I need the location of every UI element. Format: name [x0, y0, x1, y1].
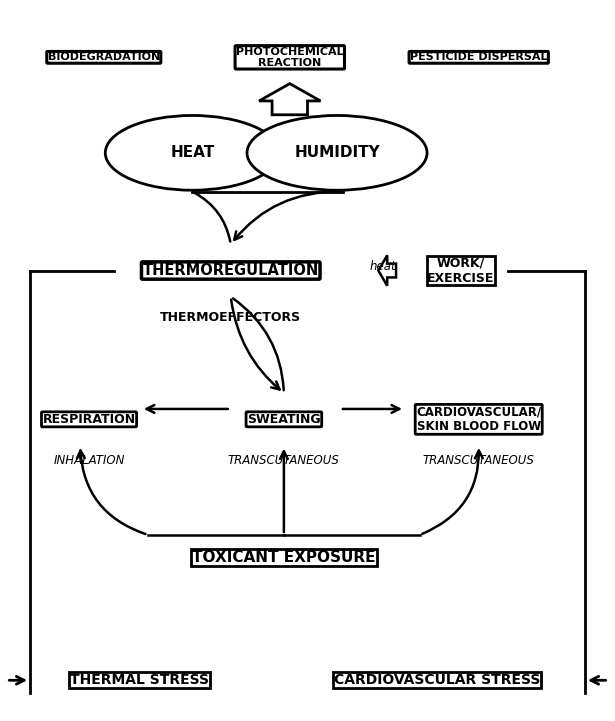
Text: HUMIDITY: HUMIDITY	[294, 146, 380, 160]
FancyArrowPatch shape	[233, 298, 284, 390]
Text: THERMOREGULATION: THERMOREGULATION	[143, 263, 319, 278]
FancyArrowPatch shape	[423, 451, 483, 534]
Polygon shape	[259, 84, 320, 115]
FancyArrowPatch shape	[77, 451, 146, 534]
Text: TOXICANT EXPOSURE: TOXICANT EXPOSURE	[192, 550, 376, 565]
Text: TRANSCUTANEOUS: TRANSCUTANEOUS	[228, 454, 340, 467]
FancyArrowPatch shape	[195, 193, 230, 242]
FancyArrowPatch shape	[231, 299, 280, 389]
Text: THERMOEFFECTORS: THERMOEFFECTORS	[160, 311, 301, 324]
Text: PESTICIDE DISPERSAL: PESTICIDE DISPERSAL	[410, 53, 547, 62]
Text: RESPIRATION: RESPIRATION	[42, 413, 136, 426]
Text: PHOTOCHEMICAL
REACTION: PHOTOCHEMICAL REACTION	[236, 47, 344, 68]
Ellipse shape	[247, 115, 427, 190]
FancyArrowPatch shape	[343, 405, 399, 413]
Text: HEAT: HEAT	[170, 146, 215, 160]
Polygon shape	[378, 255, 396, 286]
Text: WORK/
EXERCISE: WORK/ EXERCISE	[427, 257, 494, 285]
Text: INHALATION: INHALATION	[54, 454, 125, 467]
FancyArrowPatch shape	[146, 405, 228, 413]
Text: SWEATING: SWEATING	[247, 413, 320, 426]
Text: BIODEGRADATION: BIODEGRADATION	[48, 53, 160, 62]
Text: CARDIOVASCULAR/
SKIN BLOOD FLOW: CARDIOVASCULAR/ SKIN BLOOD FLOW	[416, 405, 541, 433]
Text: CARDIOVASCULAR STRESS: CARDIOVASCULAR STRESS	[334, 673, 541, 687]
Text: TRANSCUTANEOUS: TRANSCUTANEOUS	[423, 454, 534, 467]
FancyArrowPatch shape	[234, 192, 340, 240]
Text: heat: heat	[370, 260, 397, 273]
Ellipse shape	[105, 115, 279, 190]
Text: THERMAL STRESS: THERMAL STRESS	[69, 673, 208, 687]
FancyArrowPatch shape	[280, 451, 288, 532]
